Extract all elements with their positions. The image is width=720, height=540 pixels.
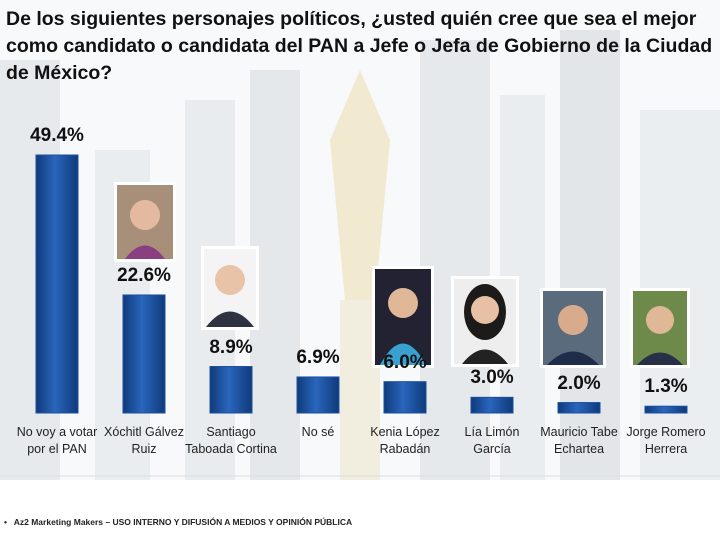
bar [557, 402, 601, 414]
bar [209, 366, 253, 414]
bar [122, 294, 166, 414]
bar [383, 381, 427, 414]
portrait [630, 288, 690, 368]
category-label: Lía Limón García [464, 425, 520, 456]
value-label: 2.0% [557, 372, 601, 394]
bar [35, 154, 79, 414]
portrait [540, 288, 606, 368]
portrait [451, 276, 519, 367]
value-label: 22.6% [117, 264, 171, 286]
portrait [372, 266, 434, 368]
bar [470, 396, 514, 414]
bar [644, 405, 688, 414]
portraits [114, 182, 690, 368]
chart-title: De los siguientes personajes políticos, … [6, 8, 713, 84]
category-label: Xóchitl Gálvez Ruiz [104, 425, 184, 456]
category-label: Jorge Romero Herrera [626, 425, 706, 456]
category-label: Mauricio Tabe Echartea [540, 425, 618, 456]
value-label: 6.9% [296, 346, 340, 368]
value-label: 8.9% [209, 336, 253, 358]
value-label: 1.3% [644, 376, 688, 398]
portrait [114, 182, 176, 262]
portrait [201, 246, 259, 330]
footer-note: • Az2 Marketing Makers – USO INTERNO Y D… [4, 517, 353, 527]
bar [296, 376, 340, 414]
category-label: No sé [301, 425, 335, 439]
footer-text: Az2 Marketing Makers – USO INTERNO Y DIF… [13, 517, 353, 527]
value-label: 3.0% [470, 367, 514, 389]
category-label: Kenia López Rabadán [370, 425, 440, 456]
value-label: 49.4% [30, 125, 84, 146]
category-label: Santiago Taboada Cortina [185, 425, 277, 456]
value-label: 6.0% [383, 351, 427, 373]
category-label: No voy a votar por el PAN [16, 425, 98, 456]
